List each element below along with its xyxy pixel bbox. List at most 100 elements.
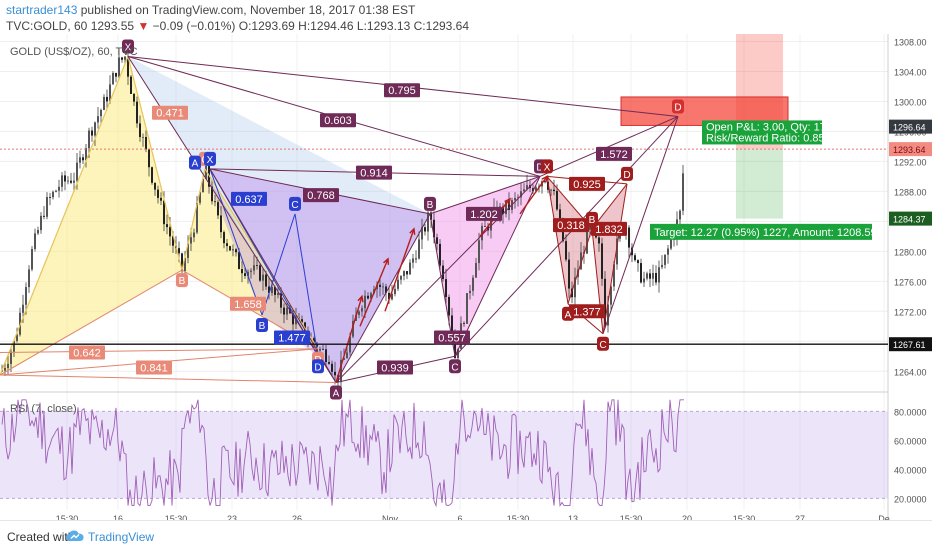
candle-body (157, 189, 159, 198)
candle-body (109, 84, 111, 102)
candle-body (322, 348, 324, 350)
candle-body (361, 308, 363, 312)
candle-body (70, 180, 72, 183)
candle-body (502, 206, 504, 215)
candle-body (205, 165, 207, 179)
candle-body (514, 198, 516, 201)
candle-body (412, 258, 414, 263)
candle-body (268, 286, 270, 293)
ratio-label: 0.939 (381, 363, 409, 375)
candle-body (646, 273, 648, 279)
point-marker-label: B (259, 321, 266, 332)
created-with-text: Created with (7, 530, 75, 544)
point-marker-bg (621, 166, 633, 181)
point-marker-label: B (589, 215, 596, 226)
candle-body (670, 239, 672, 249)
candle-body (658, 267, 660, 283)
ratio-label-bg (466, 206, 502, 221)
candle-body (451, 315, 453, 339)
rsi-tick-label: 40.0000 (894, 465, 927, 475)
time-tick-label: 26 (292, 514, 302, 520)
ratio-label: 0.471 (156, 108, 184, 120)
high-label: H: (298, 19, 311, 33)
yellow-leg (127, 56, 183, 271)
ratio-label: 1.832 (595, 224, 623, 236)
time-tick-label: Nov (382, 514, 399, 520)
price-axis-marker (889, 119, 932, 134)
point-marker-bg (586, 211, 598, 226)
pattern-point-labels: BCDXABCDXABCDXABCDD (122, 39, 684, 400)
candle-body (106, 96, 108, 102)
candle-body (523, 189, 525, 192)
candle-body (553, 189, 555, 192)
candle-body (550, 189, 552, 191)
candle-body (667, 248, 669, 255)
tradingview-brand[interactable]: TradingView (88, 530, 155, 544)
candle-body (61, 175, 63, 187)
candle-body (217, 202, 219, 216)
bat-leg (294, 213, 319, 357)
candle-body (334, 371, 336, 376)
candle-body (112, 72, 114, 85)
candle-body (280, 293, 282, 308)
time-axis: 15:30 16 15:30 23 26 Nov 6 15:30 13 15:30 20 15:30 2… (56, 514, 890, 520)
ratio-label-bg (320, 113, 356, 128)
candle-body (319, 348, 321, 351)
candle-body (478, 240, 480, 264)
point-marker-bg (597, 336, 609, 351)
candle-body (649, 273, 651, 279)
ratio-labels: 0.471 0.642 1.658 0.841 0.637 1.477 0.603 0.768… (69, 83, 632, 375)
candle-body (433, 219, 435, 238)
candle-body (100, 109, 102, 117)
purple-leg (539, 115, 679, 177)
yellow-triangle-xab (0, 56, 182, 376)
ratio-label: 0.914 (360, 168, 388, 180)
ratio-label-bg (596, 146, 632, 161)
candle-body (640, 263, 642, 283)
candle-body (547, 181, 549, 190)
symbol-label: TVC:GOLD, 60 (6, 19, 88, 33)
ratio-label: 0.925 (573, 179, 601, 191)
candle-body (445, 279, 447, 298)
candle-body (151, 167, 153, 183)
take-profit-zone (736, 149, 783, 219)
candle-body (169, 227, 171, 237)
point-marker-bg (122, 39, 134, 54)
time-tick-label: 16 (113, 514, 123, 520)
yellow-leg (0, 269, 183, 376)
candle-body (517, 197, 519, 199)
open-label: O: (238, 19, 252, 33)
candle-body (121, 57, 123, 60)
candle-body (682, 173, 684, 211)
candle-body (340, 359, 342, 383)
point-marker-label: D (674, 102, 681, 113)
tradingview-cloud-icon (66, 530, 84, 541)
point-marker-label: C (599, 340, 606, 351)
price-axis: 1308.001304.001300.001296.001292.001288.… (889, 37, 932, 377)
price-tick-label: 1300.00 (894, 97, 927, 107)
candle-body (418, 239, 420, 259)
price-tick-label: 1280.00 (894, 247, 927, 257)
candle-body (10, 351, 12, 364)
candle-body (274, 287, 276, 295)
chart-title: GOLD (US$/OZ), 60, TVC (10, 46, 138, 58)
candle-body (172, 236, 174, 246)
open-value: 1293.69 (251, 19, 295, 33)
open-pnl-box (702, 120, 822, 145)
point-marker-label: D (536, 162, 543, 173)
candle-body (235, 249, 237, 253)
candle-body (400, 276, 402, 280)
candle-body (283, 307, 285, 315)
time-tick-label: 15:30 (56, 514, 79, 520)
price-chart[interactable]: 0.471 0.642 1.658 0.841 0.637 1.477 0.603 0.768… (0, 34, 932, 520)
candle-body (79, 157, 81, 163)
rsi-label: RSI (7, close) (10, 403, 77, 415)
candle-body (82, 157, 84, 161)
ratio-label-bg (434, 330, 470, 345)
candle-body (145, 136, 147, 150)
candle-body (166, 224, 168, 228)
candle-body (52, 191, 54, 198)
candle-body (241, 269, 243, 274)
publisher-link[interactable]: startrader143 (6, 3, 78, 17)
impulse-arrow-head (541, 175, 548, 183)
